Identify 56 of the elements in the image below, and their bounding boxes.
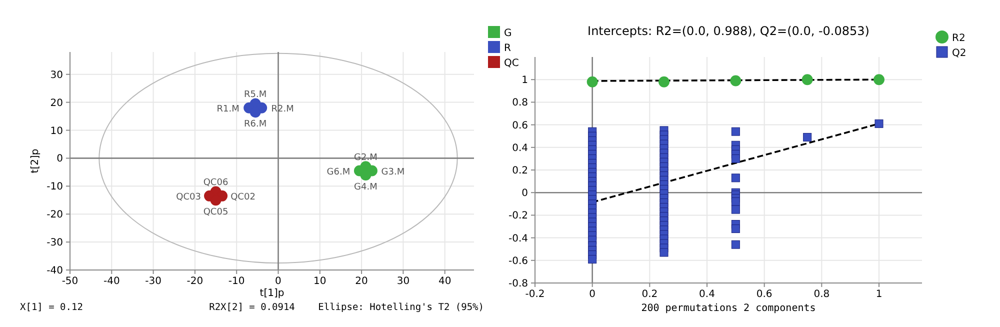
- legend-label: R2: [952, 33, 966, 44]
- x-tick-label: -40: [103, 276, 120, 287]
- legend-label: G: [504, 28, 512, 39]
- x-tick-label: 40: [438, 276, 452, 287]
- x-tick-label: 0: [275, 276, 282, 287]
- text: Ellipse: Hotelling's T2 (95%): [318, 302, 484, 313]
- legend-label: Q2: [952, 48, 966, 59]
- legend-label: QC: [504, 58, 519, 69]
- x-tick-label: -20: [186, 276, 204, 287]
- y-tick-label: 0.2: [512, 166, 528, 176]
- y-tick-label: -0.6: [508, 256, 528, 267]
- y-tick-label: 0.6: [512, 120, 528, 132]
- x-tick-label: 0: [589, 289, 596, 300]
- y-tick-label: -20: [46, 210, 63, 221]
- x-axis-title: t[1]p: [260, 288, 284, 299]
- x-tick-label: 30: [396, 276, 410, 287]
- annotation: G3.M: [381, 167, 405, 178]
- y-tick-label: -30: [46, 238, 63, 249]
- y-tick-label: 0: [56, 154, 63, 165]
- y-tick-label: -40: [46, 266, 63, 276]
- y-tick-label: 0: [522, 188, 528, 200]
- annotation: QC03: [176, 192, 201, 202]
- y-tick-label: 0.4: [512, 142, 528, 154]
- y-tick-label: -0.2: [508, 210, 528, 222]
- x-tick-label: 0.2: [642, 289, 658, 300]
- y-tick-label: -0.8: [508, 278, 528, 290]
- annotation: G4.M: [354, 182, 378, 192]
- y-tick-label: -0.4: [508, 233, 528, 244]
- x-tick-label: 0.4: [699, 289, 715, 300]
- annotation: QC02: [230, 192, 256, 202]
- x-tick-label: 20: [355, 276, 368, 287]
- x-axis-title: 200 permutations 2 components: [641, 303, 816, 314]
- text: R2X[2] = 0.0914: [209, 302, 296, 313]
- y-tick-label: 10: [50, 126, 63, 137]
- annotation: QC06: [203, 178, 228, 188]
- x-tick-label: -50: [62, 276, 78, 287]
- y-tick-label: -10: [46, 182, 63, 193]
- x-tick-label: -30: [145, 276, 162, 287]
- annotation: R6.M: [244, 120, 267, 130]
- chart-title: Intercepts: R2=(0.0, 0.988), Q2=(0.0, -0.0853): [588, 24, 870, 38]
- y-tick-label: 0.8: [512, 98, 528, 109]
- y-tick-label: 20: [50, 98, 63, 109]
- text: X[1] = 0.12: [20, 302, 83, 313]
- y-axis-title: t[2]p: [30, 148, 41, 174]
- x-tick-label: -10: [228, 276, 245, 287]
- y-tick-label: 1: [522, 75, 528, 86]
- x-tick-label: 1: [876, 289, 882, 300]
- y-tick-label: 30: [50, 70, 63, 81]
- x-tick-label: 10: [314, 276, 326, 287]
- annotation: R5.M: [244, 90, 267, 100]
- x-tick-label: 0.6: [756, 289, 772, 300]
- annotation: G6.M: [326, 167, 350, 178]
- legend-label: R: [504, 43, 511, 54]
- annotation: QC05: [203, 208, 228, 218]
- annotation: R1.M: [216, 104, 240, 114]
- x-tick-label: 0.8: [814, 289, 830, 300]
